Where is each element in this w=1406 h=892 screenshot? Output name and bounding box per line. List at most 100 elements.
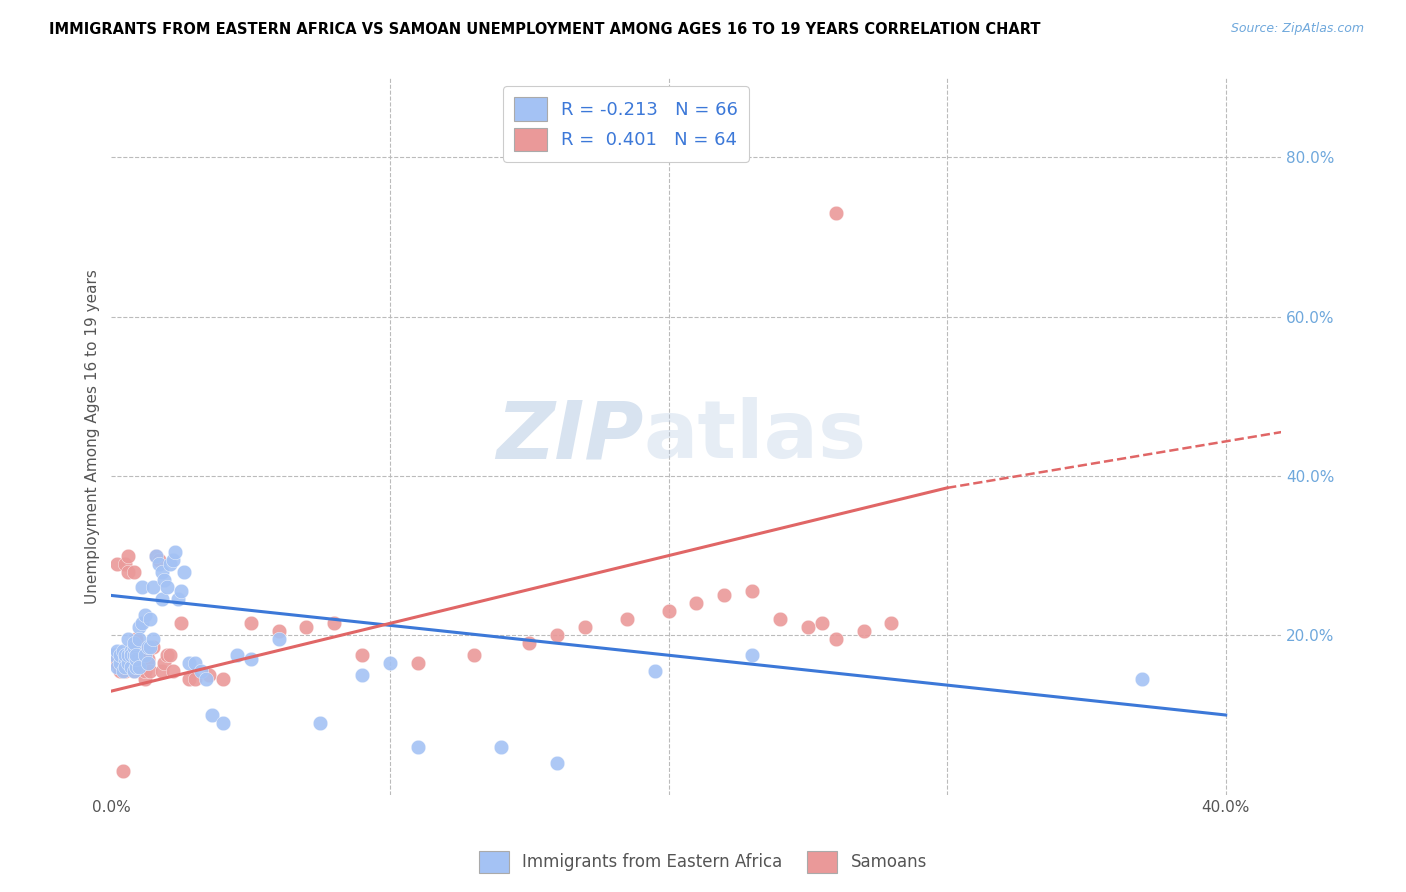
Point [156,648,179,663]
Point [225,648,247,663]
Point [463,648,485,663]
Point [128,640,150,655]
Point [139,612,162,626]
Point [267,632,290,647]
Point [153,573,176,587]
Point [134,648,156,663]
Point [852,624,875,639]
Point [309,716,332,731]
Point [142,640,165,655]
Point [125,652,148,666]
Point [145,549,167,563]
Point [150,592,173,607]
Point [120,656,142,670]
Point [165,544,187,558]
Point [797,620,820,634]
Point [267,624,290,639]
Point [122,565,145,579]
Point [117,648,139,663]
Point [198,668,221,682]
Point [136,640,159,655]
Legend: Immigrants from Eastern Africa, Samoans: Immigrants from Eastern Africa, Samoans [472,845,934,880]
Point [139,664,162,678]
Point [167,592,190,607]
Point [117,632,139,647]
Point [150,664,173,678]
Point [153,656,176,670]
Point [108,656,131,670]
Point [159,557,181,571]
Point [103,648,125,663]
Point [156,581,179,595]
Point [239,616,262,631]
Point [125,632,148,647]
Legend: R = -0.213   N = 66, R =  0.401   N = 64: R = -0.213 N = 66, R = 0.401 N = 64 [503,87,749,161]
Point [295,620,318,634]
Point [122,640,145,655]
Point [170,616,193,631]
Point [713,589,735,603]
Point [880,616,903,631]
Point [111,764,134,778]
Point [173,565,195,579]
Point [105,656,128,670]
Point [239,652,262,666]
Point [574,620,596,634]
Point [120,648,142,663]
Point [131,656,153,670]
Point [120,660,142,674]
Point [211,716,233,731]
Text: Source: ZipAtlas.com: Source: ZipAtlas.com [1230,22,1364,36]
Point [378,656,401,670]
Point [120,644,142,658]
Point [142,581,165,595]
Point [125,660,148,674]
Point [148,557,170,571]
Text: ZIP: ZIP [496,397,644,475]
Point [108,652,131,666]
Point [211,672,233,686]
Point [114,664,136,678]
Point [406,739,429,754]
Point [117,656,139,670]
Point [142,632,165,647]
Point [111,664,134,678]
Point [162,664,184,678]
Point [122,648,145,663]
Point [128,632,150,647]
Point [352,668,374,682]
Y-axis label: Unemployment Among Ages 16 to 19 years: Unemployment Among Ages 16 to 19 years [86,268,100,604]
Point [139,640,162,655]
Point [546,756,568,770]
Point [657,604,679,618]
Point [150,565,173,579]
Point [184,672,207,686]
Point [201,708,224,723]
Point [117,565,139,579]
Point [148,552,170,566]
Point [128,620,150,634]
Point [616,612,638,626]
Point [159,648,181,663]
Point [190,664,212,678]
Point [491,739,513,754]
Point [644,664,666,678]
Point [170,584,193,599]
Point [125,652,148,666]
Point [136,656,159,670]
Point [136,656,159,670]
Point [111,644,134,658]
Point [517,636,540,650]
Point [184,656,207,670]
Point [122,636,145,650]
Point [108,664,131,678]
Point [128,656,150,670]
Point [323,616,346,631]
Point [824,206,846,220]
Point [122,664,145,678]
Point [117,549,139,563]
Point [114,557,136,571]
Point [145,549,167,563]
Point [546,628,568,642]
Point [128,660,150,674]
